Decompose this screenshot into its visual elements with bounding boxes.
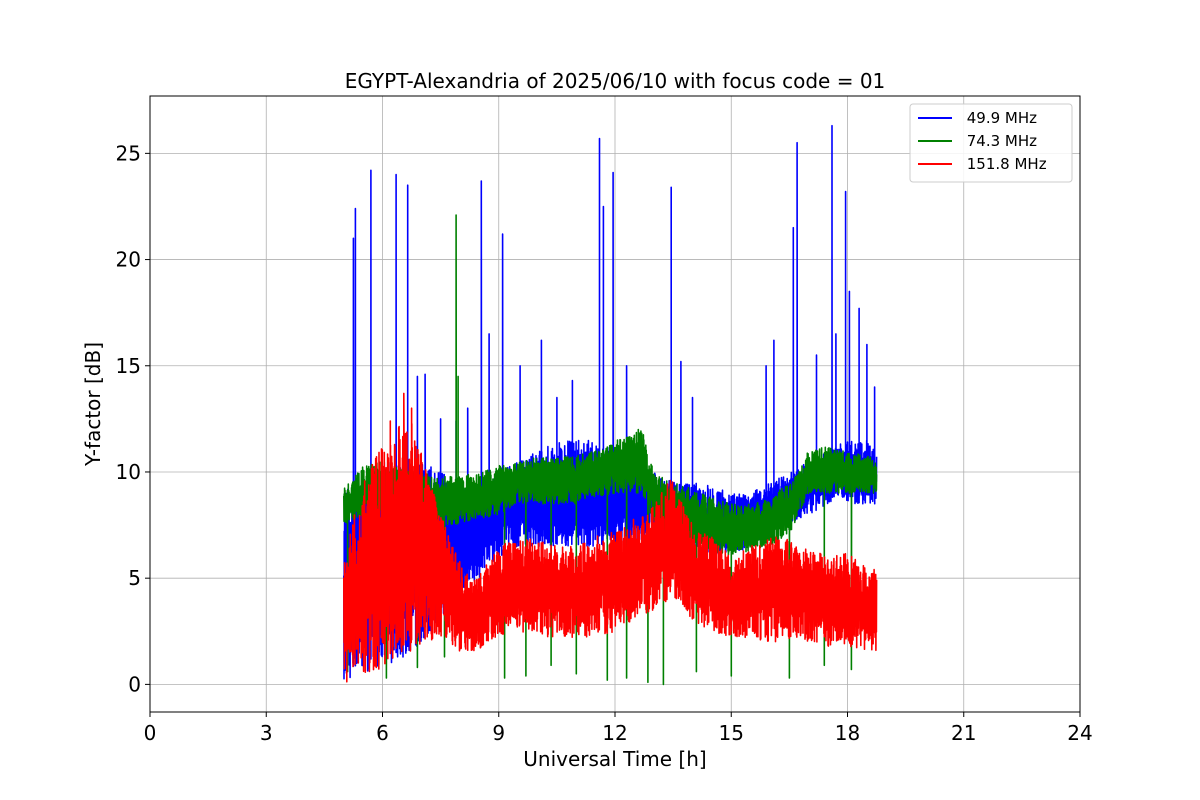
x-tick-label: 9 [492,721,505,745]
y-tick-label: 5 [128,566,141,590]
y-axis-label: Y-factor [dB] [81,342,105,467]
x-tick-label: 12 [602,721,627,745]
x-axis-label: Universal Time [h] [523,747,706,771]
y-axis: 0 5 10 15 20 25 [116,141,150,696]
y-tick-label: 0 [128,672,141,696]
legend-box [909,103,1073,183]
legend-label: 151.8 MHz [962,155,1047,173]
series-layer [343,124,878,686]
x-tick-label: 15 [719,721,744,745]
y-tick-label: 20 [116,248,141,272]
legend-label: 74.3 MHz [962,132,1037,150]
series-line-2 [343,392,878,683]
y-tick-label: 25 [116,141,141,165]
x-tick-label: 6 [376,721,389,745]
legend: 49.9 MHz 74.3 MHz 151.8 MHz [909,103,1073,183]
chart-title: EGYPT-Alexandria of 2025/06/10 with focu… [345,69,886,93]
x-axis: 0 3 6 9 12 15 18 21 24 [144,712,1093,745]
x-tick-label: 3 [260,721,273,745]
x-tick-label: 0 [144,721,157,745]
y-tick-label: 15 [116,354,141,378]
legend-label: 49.9 MHz [962,109,1037,127]
x-tick-label: 18 [835,721,860,745]
y-tick-label: 10 [116,460,141,484]
x-tick-label: 21 [951,721,976,745]
x-tick-label: 24 [1067,721,1092,745]
